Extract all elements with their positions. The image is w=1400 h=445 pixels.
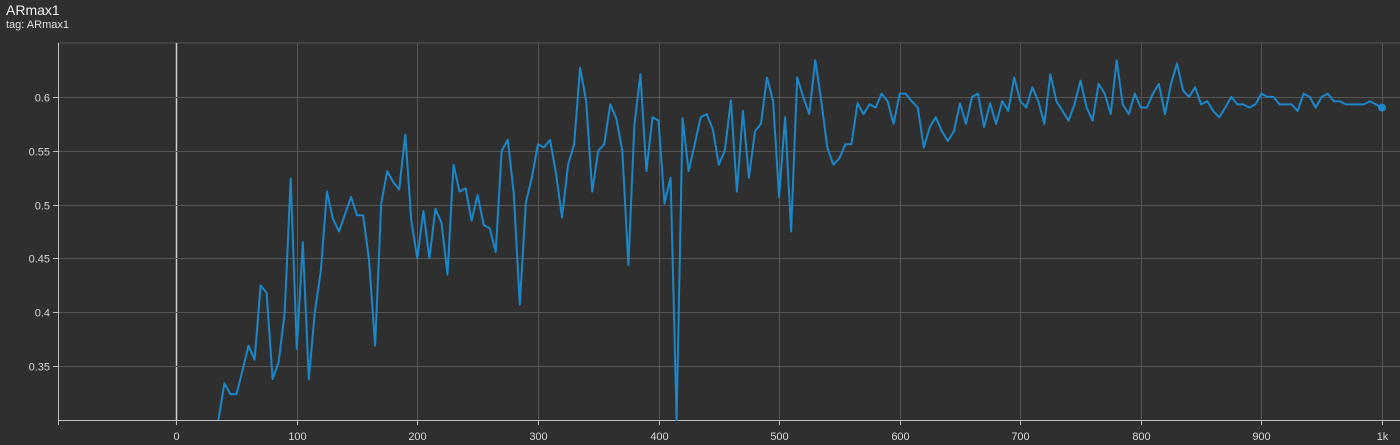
x-tick-label: 400 — [650, 431, 668, 443]
y-tick-label: 0.35 — [29, 362, 50, 374]
grid-lines — [58, 42, 1400, 420]
axes — [53, 43, 1400, 425]
x-tick-label: 100 — [288, 431, 306, 443]
x-tick-label: 900 — [1252, 431, 1270, 443]
tick-labels: 0 100 200 300 400 500 600 700 800 900 1k 0.35 0.4 0.4… — [29, 93, 1389, 444]
chart-card-header: ARmax1 tag: ARmax1 — [6, 2, 69, 32]
last-data-point — [1378, 103, 1386, 112]
x-tick-label: 500 — [770, 431, 788, 443]
x-tick-label: 0 — [173, 431, 179, 443]
x-tick-label: 300 — [529, 431, 547, 443]
y-tick-label: 0.45 — [29, 254, 50, 266]
series-line — [217, 59, 1383, 421]
series-layer — [217, 59, 1386, 421]
y-tick-label: 0.4 — [35, 308, 50, 320]
chart-title: ARmax1 — [6, 2, 60, 18]
x-tick-label: 700 — [1011, 431, 1029, 443]
x-tick-label: 200 — [408, 431, 426, 443]
y-tick-label: 0.55 — [29, 147, 50, 159]
x-tick-label: 600 — [891, 431, 909, 443]
chart-tag: tag: ARmax1 — [6, 19, 69, 31]
x-tick-label: 1k — [1377, 431, 1389, 443]
y-tick-label: 0.6 — [35, 93, 50, 105]
y-tick-label: 0.5 — [35, 201, 50, 213]
x-tick-label: 800 — [1132, 431, 1150, 443]
